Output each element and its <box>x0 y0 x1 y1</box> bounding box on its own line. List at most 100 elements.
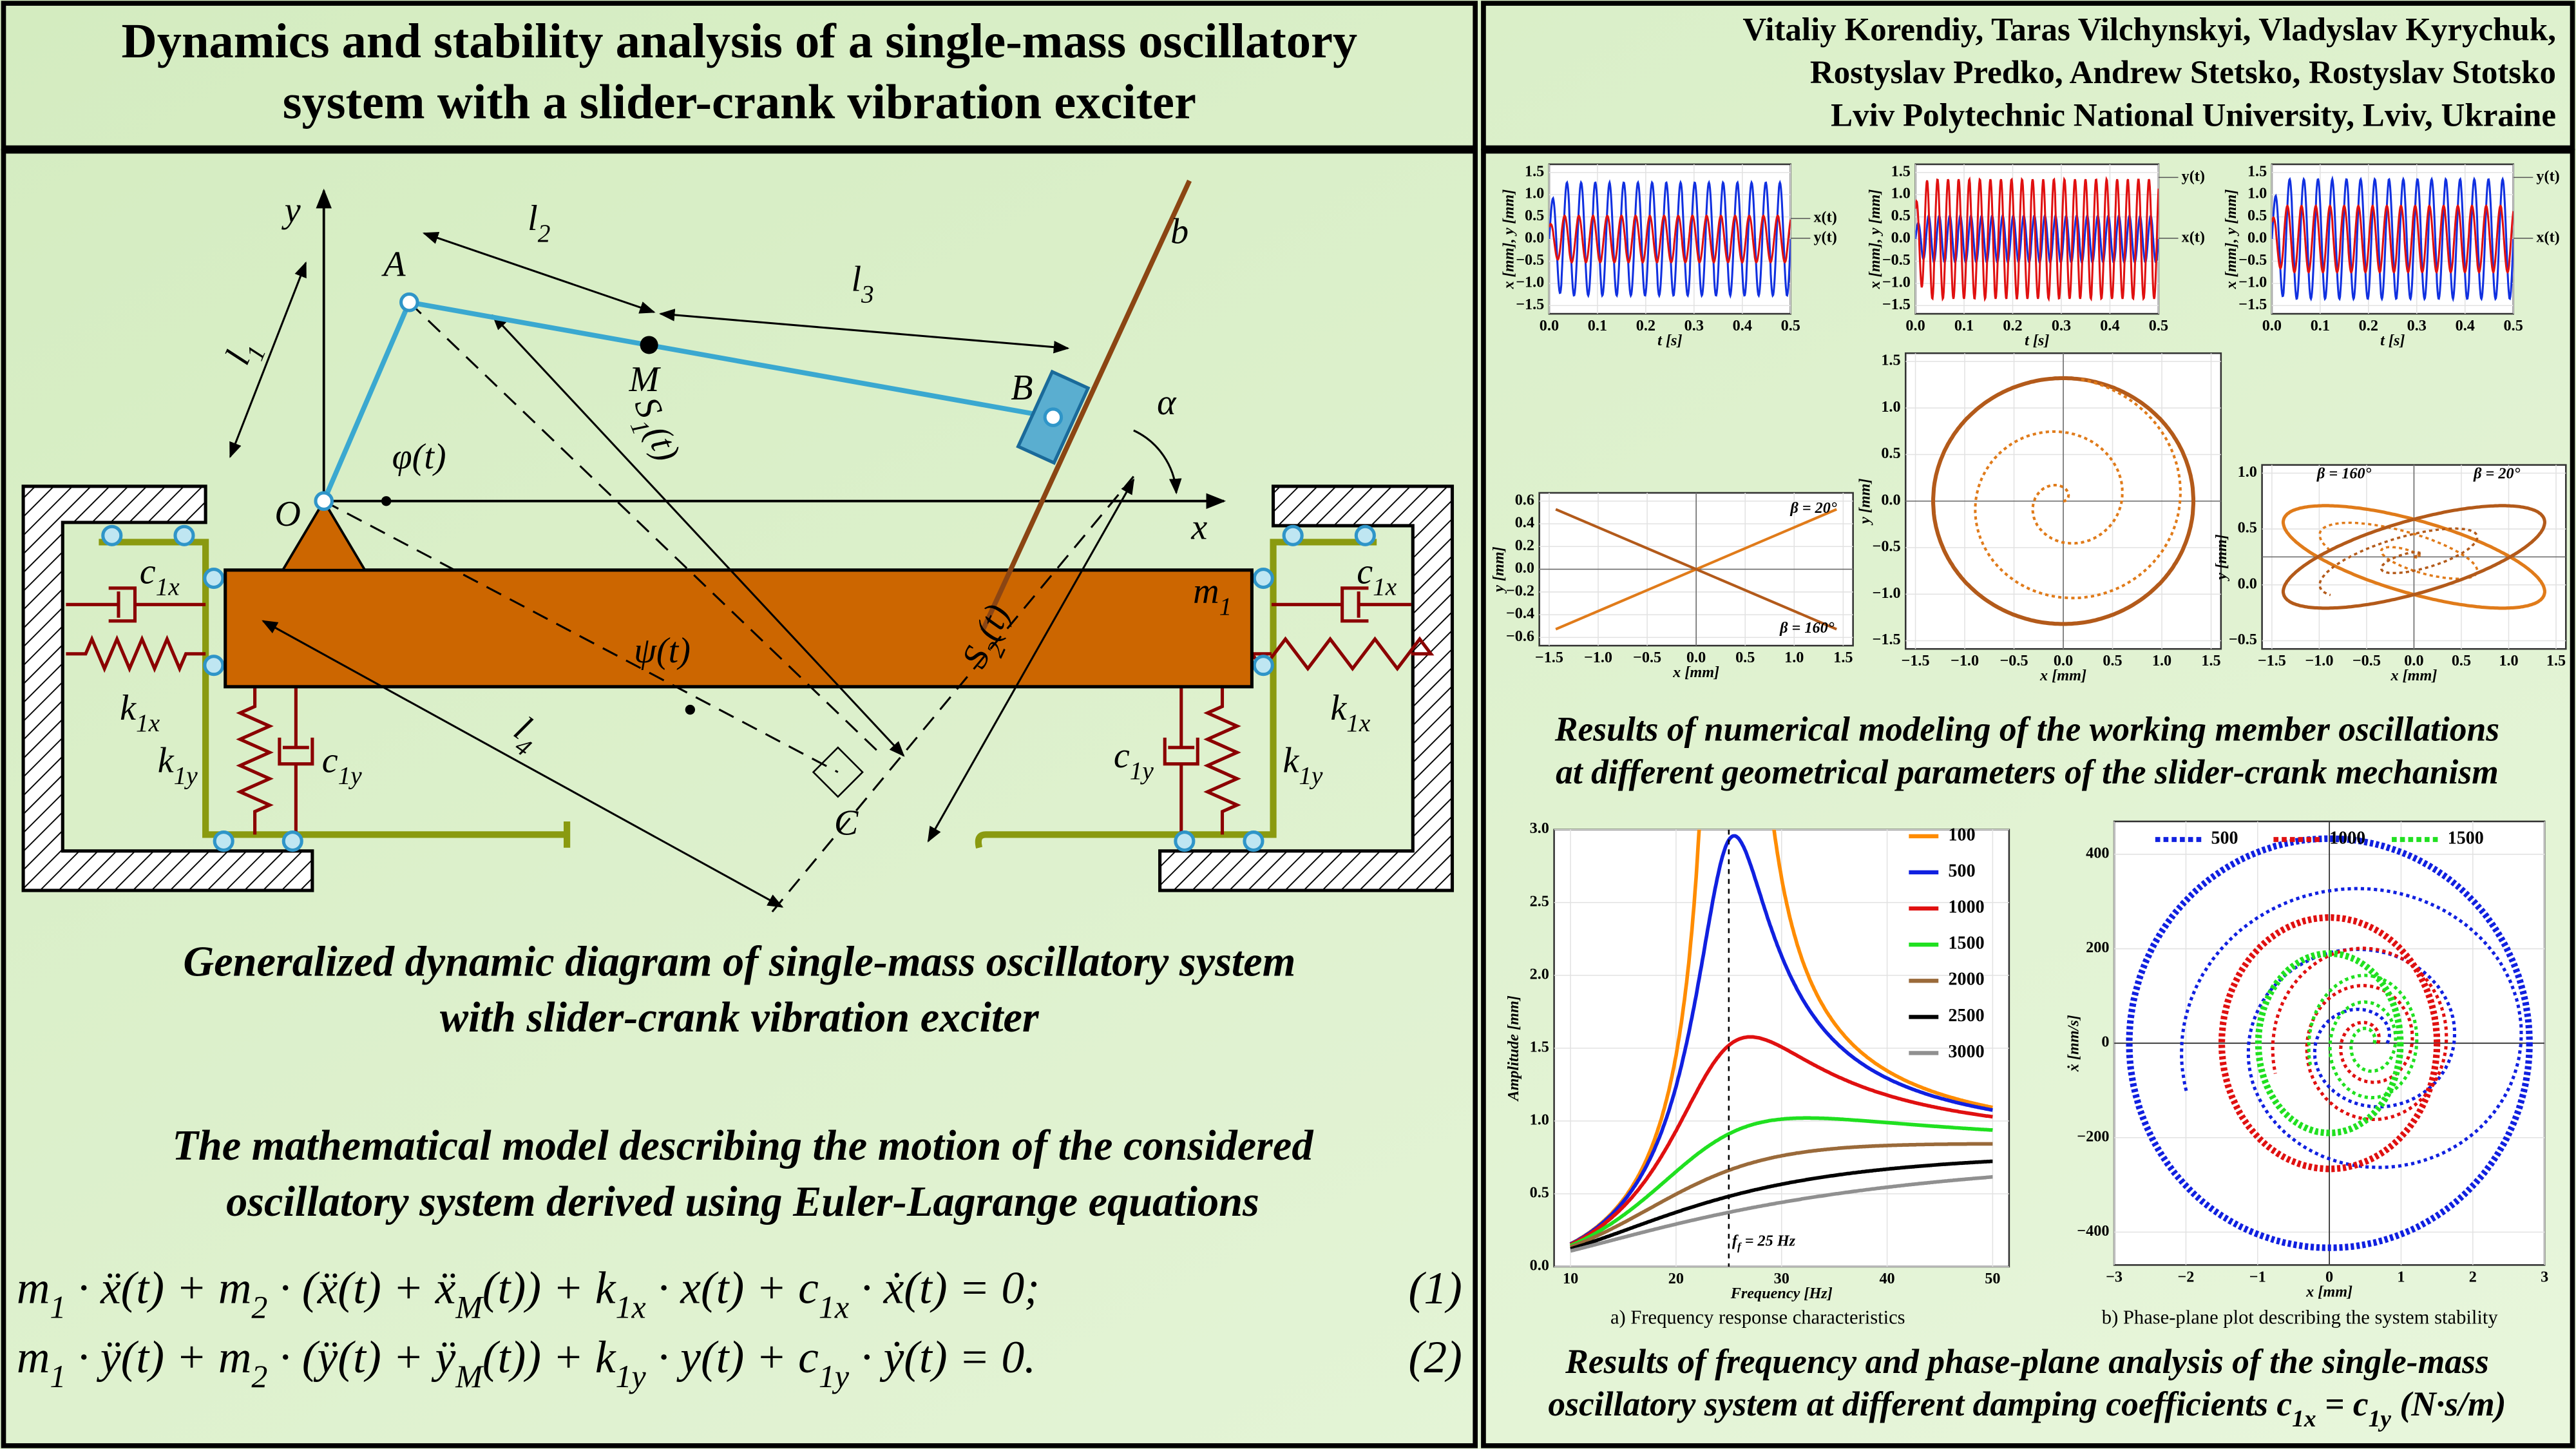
curve <box>1569 1142 1993 1249</box>
x-axis-label: x [mm] <box>2039 667 2086 684</box>
right-panel <box>1481 148 2575 1448</box>
text-run: b <box>1170 212 1188 252</box>
text-run: · ẋ(t) = 0; <box>849 1263 1040 1314</box>
equation-number: (2) <box>1409 1332 1462 1383</box>
connecting-rod <box>408 300 1054 420</box>
curve <box>2318 521 2479 581</box>
text-run: ψ(t) <box>634 631 691 671</box>
x-tick-label: 0.2 <box>1636 317 1655 334</box>
y-tick-label: 400 <box>2086 845 2109 862</box>
subscript: M <box>455 1358 484 1394</box>
caption-line: oscillatory system at different damping … <box>1548 1385 2506 1433</box>
x-tick-label: 0.0 <box>2262 317 2282 334</box>
text-run: k <box>1330 688 1347 728</box>
legend-label: 500 <box>2211 828 2238 848</box>
y-tick-label: 0.5 <box>2238 519 2257 537</box>
caption-line: with slider-crank vibration exciter <box>440 994 1040 1041</box>
subscript: 1x <box>1346 709 1371 737</box>
x-tick-label: −1.0 <box>1951 652 1979 669</box>
y-tick-label: −0.5 <box>1882 251 1911 269</box>
diagram-label: α <box>1157 383 1177 423</box>
text-run: C <box>834 803 859 843</box>
x-tick-label: −1.0 <box>1584 649 1612 666</box>
subscript: M <box>455 1289 484 1325</box>
x-tick-label: 0.4 <box>2456 317 2475 334</box>
orbit-plot: −0.5 0.0 0.5 1.0 −1.5 −1.0 −0.5 0.0 0.5 1.0 1.5 x [… <box>2213 463 2567 684</box>
author-line: Lviv Polytechnic National University, Lv… <box>1831 97 2556 133</box>
legend-label: y(t) <box>1813 228 1837 245</box>
joint <box>1043 407 1064 427</box>
curve <box>1549 214 1791 264</box>
subscript: 1y <box>2369 1406 2392 1432</box>
text-run: k <box>158 741 175 781</box>
diagram-label: b <box>1170 212 1188 252</box>
text-run: m <box>17 1263 50 1314</box>
roller <box>203 655 225 677</box>
text-run: k <box>120 688 137 728</box>
subscript: 1x <box>819 1289 849 1325</box>
legend-label: 500 <box>1949 861 1976 881</box>
text-run: · y(t) + c <box>646 1332 819 1383</box>
text-run: = 25 Hz <box>1741 1232 1796 1249</box>
y-tick-label: −0.2 <box>1506 582 1534 599</box>
curve <box>2318 527 2479 597</box>
text-run: · ẍ(t) + m <box>66 1263 251 1314</box>
y-tick-label: 1.5 <box>2247 162 2267 180</box>
x-axis-label: t [s] <box>2380 332 2405 349</box>
y-tick-label: 200 <box>2086 939 2109 956</box>
time-plot: −1.5 −1.0 −0.5 0.0 0.5 1.0 1.5 0.0 0.1 0.2 0.3 0.4 0… <box>1866 162 2205 349</box>
subscript: 2 <box>251 1289 267 1325</box>
title-box <box>1 1 1478 151</box>
x-tick-label: 0.5 <box>2452 652 2471 669</box>
text-run: = c <box>2316 1385 2369 1424</box>
curve <box>1569 1035 1993 1247</box>
time-plot: −1.5 −1.0 −0.5 0.0 0.5 1.0 1.5 0.0 0.1 0.2 0.3 0.4 0… <box>2222 162 2559 349</box>
diagram-label: c1y <box>1114 736 1154 785</box>
diagram-label: y <box>281 190 301 230</box>
x-tick-label: 1.5 <box>2201 652 2220 669</box>
subscript: 1y <box>338 762 363 789</box>
y-tick-label: 0.0 <box>1881 491 1900 508</box>
caption-line: Results of frequency and phase-plane ana… <box>1565 1342 2489 1381</box>
text-run: oscillatory system at different damping … <box>1548 1385 2292 1424</box>
roller <box>1243 830 1264 852</box>
y-tick-label: −0.6 <box>1506 628 1534 645</box>
y-axis-label: y [mm] <box>1856 478 1874 526</box>
plot-curves <box>1539 492 1853 646</box>
equation-number: (1) <box>1409 1263 1462 1314</box>
y-tick-label: 0.0 <box>2247 229 2267 247</box>
diagram-label: l2 <box>528 198 550 247</box>
diagram-label: k1x <box>1330 688 1371 737</box>
text-run: x <box>1190 507 1207 547</box>
x-axis-label: t [s] <box>2025 332 2049 349</box>
curve <box>2271 175 2514 302</box>
crank <box>321 301 412 503</box>
subscript: 1x <box>616 1289 646 1325</box>
roller <box>1282 524 1304 546</box>
x-tick-label: 0.0 <box>2054 652 2073 669</box>
left-housing <box>21 485 314 892</box>
curve <box>1555 508 1837 631</box>
diagram-label: c1x <box>140 552 180 600</box>
author-line: Rostyslav Predko, Andrew Stetsko, Rostys… <box>1810 55 2556 91</box>
x-tick-label: 1.0 <box>2499 652 2518 669</box>
text-run: · x(t) + c <box>646 1263 819 1314</box>
left-panel <box>1 148 1478 1448</box>
title-line: system with a slider-crank vibration exc… <box>283 74 1196 129</box>
y-tick-label: −0.5 <box>1516 251 1544 269</box>
plot-curves <box>2262 465 2566 649</box>
dimension-line <box>491 314 905 757</box>
damper-cx <box>1272 586 1411 623</box>
x-tick-label: 0.2 <box>2359 317 2378 334</box>
dimension-line <box>927 478 1135 843</box>
y-axis-label: y [mm] <box>1490 546 1507 594</box>
diagram-label: B <box>1011 368 1033 408</box>
text-run: (t)) + k <box>482 1263 616 1314</box>
text-run: m <box>1193 571 1219 611</box>
y-tick-label: −1.5 <box>1516 296 1544 313</box>
text-run: α <box>1157 383 1177 423</box>
x-tick-label: 0.5 <box>1735 649 1755 666</box>
curve <box>1569 829 1993 1246</box>
x-tick-label: −3 <box>2106 1268 2123 1285</box>
